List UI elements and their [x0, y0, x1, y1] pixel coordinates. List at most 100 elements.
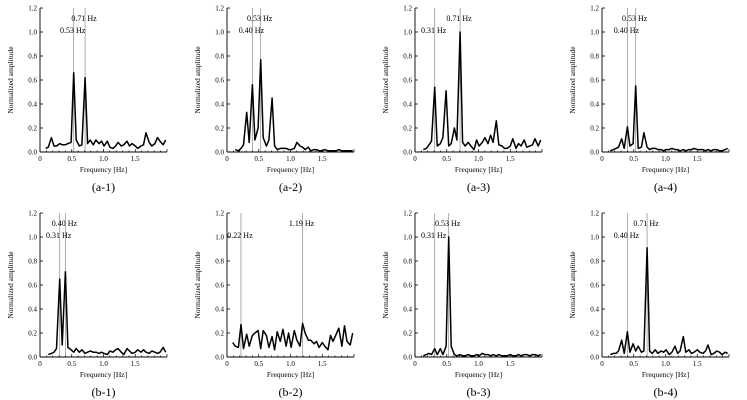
- chart-b-1: 0.0 0.2 0.4 0.6 0.8 1.0 1.2 0 0.5 1.0 1.5 0.31 Hz 0.…: [6, 210, 168, 399]
- x-tick-label: 1.5: [131, 360, 140, 368]
- y-tick-label: 0.2: [590, 125, 599, 133]
- x-tick-label: 0: [225, 155, 229, 163]
- x-axis-label: Frequency [Hz]: [455, 165, 502, 174]
- x-tick-label: 1.5: [506, 360, 515, 368]
- y-tick-label: 0.2: [28, 330, 37, 338]
- chart-b-2: 0.0 0.2 0.4 0.6 0.8 1.0 1.2 0 0.5 1.0 1.5 0.22 Hz 1.…: [193, 210, 355, 399]
- peak-label: 0.71 Hz: [633, 219, 659, 228]
- panel-caption: (b-1): [92, 385, 116, 399]
- y-tick-label: 0.6: [215, 77, 224, 85]
- y-tick-label: 0.0: [215, 149, 224, 157]
- y-axis-label: Normalized amplitude: [6, 251, 15, 319]
- panel-caption: (a-1): [92, 180, 115, 194]
- panel-caption: (b-4): [654, 385, 678, 399]
- y-tick-label: 1.0: [590, 234, 599, 242]
- x-tick-label: 0: [600, 155, 604, 163]
- y-tick-label: 0.0: [590, 354, 599, 362]
- chart-a-3: 0.0 0.2 0.4 0.6 0.8 1.0 1.2 0 0.5 1.0 1.5 0.31 Hz 0.…: [381, 5, 543, 194]
- x-tick-label: 1.5: [131, 155, 140, 163]
- y-tick-label: 0.2: [215, 330, 224, 338]
- x-axis-label: Frequency [Hz]: [80, 165, 127, 174]
- y-tick-label: 1.2: [590, 5, 599, 13]
- y-tick-label: 0.4: [28, 101, 37, 109]
- y-tick-label: 0.4: [28, 306, 37, 314]
- peak-label: 0.71 Hz: [446, 14, 472, 23]
- y-axis-label: Normalized amplitude: [568, 46, 577, 114]
- chart-a-1: 0.0 0.2 0.4 0.6 0.8 1.0 1.2 0 0.5 1.0 1.5 0.53 Hz 0.…: [6, 5, 168, 194]
- spectrum-line: [235, 58, 353, 152]
- x-tick-label: 1.0: [474, 155, 483, 163]
- y-tick-label: 0.8: [590, 258, 599, 266]
- panel-caption: (a-4): [654, 180, 677, 194]
- y-tick-label: 0.8: [28, 258, 37, 266]
- x-axis-label: Frequency [Hz]: [642, 165, 689, 174]
- peak-label: 0.40 Hz: [614, 26, 640, 35]
- x-tick-label: 1.0: [286, 360, 295, 368]
- y-tick-label: 1.0: [28, 234, 37, 242]
- y-tick-label: 1.0: [403, 29, 412, 37]
- x-tick-label: 0.5: [442, 155, 451, 163]
- y-tick-label: 0.6: [590, 282, 599, 290]
- panel-caption: (b-2): [279, 385, 303, 399]
- y-tick-label: 0.6: [403, 77, 412, 85]
- y-tick-label: 0.8: [403, 53, 412, 61]
- x-tick-label: 1.5: [693, 155, 702, 163]
- peak-label: 0.53 Hz: [247, 14, 273, 23]
- y-tick-label: 0.6: [590, 77, 599, 85]
- peak-label: 0.53 Hz: [622, 14, 648, 23]
- y-tick-label: 1.2: [403, 210, 412, 218]
- y-tick-label: 0.6: [215, 282, 224, 290]
- y-axis-label: Normalized amplitude: [193, 46, 202, 114]
- y-tick-label: 1.2: [28, 5, 37, 13]
- y-axis-label: Normalized amplitude: [193, 251, 202, 319]
- y-tick-label: 0.2: [403, 125, 412, 133]
- x-tick-label: 0.5: [67, 155, 76, 163]
- x-axis-label: Frequency [Hz]: [455, 370, 502, 379]
- x-tick-label: 0: [600, 360, 604, 368]
- x-tick-label: 0.5: [629, 360, 638, 368]
- chart-a-2: 0.0 0.2 0.4 0.6 0.8 1.0 1.2 0 0.5 1.0 1.5 0.40 Hz 0.…: [193, 5, 355, 194]
- x-tick-label: 1.0: [99, 360, 108, 368]
- y-tick-label: 0.6: [403, 282, 412, 290]
- y-tick-label: 0.4: [403, 306, 412, 314]
- peak-label: 0.40 Hz: [614, 231, 640, 240]
- spectrum-line: [45, 72, 167, 150]
- peak-label: 0.53 Hz: [435, 219, 461, 228]
- y-tick-label: 0.0: [28, 149, 37, 157]
- y-tick-label: 1.2: [28, 210, 37, 218]
- y-tick-label: 0.4: [590, 101, 599, 109]
- peak-label: 0.40 Hz: [52, 219, 78, 228]
- y-tick-label: 0.8: [215, 258, 224, 266]
- x-tick-label: 1.0: [661, 155, 670, 163]
- y-tick-label: 0.0: [403, 354, 412, 362]
- spectrum-line: [610, 247, 729, 356]
- chart-b-3: 0.0 0.2 0.4 0.6 0.8 1.0 1.2 0 0.5 1.0 1.5 0.31 Hz 0.…: [381, 210, 543, 399]
- spectrum-line: [610, 85, 729, 152]
- y-tick-label: 0.2: [403, 330, 412, 338]
- y-tick-label: 0.0: [403, 149, 412, 157]
- y-tick-label: 0.4: [403, 101, 412, 109]
- y-tick-label: 0.6: [28, 282, 37, 290]
- peak-label: 0.31 Hz: [421, 26, 447, 35]
- x-tick-label: 1.5: [693, 360, 702, 368]
- y-tick-label: 1.0: [215, 29, 224, 37]
- x-tick-label: 0: [225, 360, 229, 368]
- peak-label: 1.19 Hz: [289, 219, 315, 228]
- peak-label: 0.22 Hz: [227, 231, 253, 240]
- y-tick-label: 0.0: [590, 149, 599, 157]
- y-tick-label: 1.2: [215, 210, 224, 218]
- x-tick-label: 0: [38, 360, 42, 368]
- spectrum-line: [48, 271, 167, 356]
- y-axis-label: Normalized amplitude: [381, 251, 390, 319]
- x-tick-label: 0: [413, 360, 417, 368]
- peak-label: 0.40 Hz: [239, 26, 265, 35]
- x-tick-label: 1.0: [99, 155, 108, 163]
- peak-label: 0.31 Hz: [421, 231, 447, 240]
- x-axis-label: Frequency [Hz]: [267, 370, 314, 379]
- x-axis-label: Frequency [Hz]: [642, 370, 689, 379]
- x-tick-label: 1.0: [661, 360, 670, 368]
- y-tick-label: 0.4: [215, 101, 224, 109]
- x-tick-label: 0.5: [629, 155, 638, 163]
- y-axis-label: Normalized amplitude: [381, 46, 390, 114]
